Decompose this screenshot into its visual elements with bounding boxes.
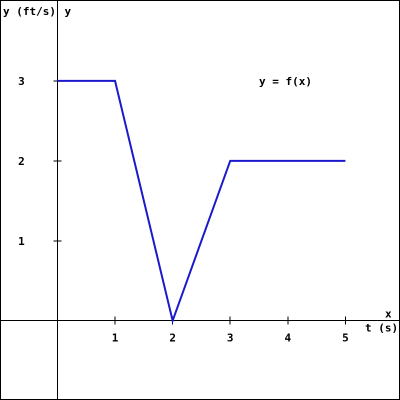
y-axis-variable: y — [64, 5, 71, 18]
x-tick-label: 5 — [342, 332, 349, 345]
y-axis-title: y (ft/s) — [3, 5, 56, 18]
series-line — [57, 79, 346, 325]
x-tick-label: 2 — [169, 332, 176, 345]
y-tick-label: 1 — [18, 235, 25, 248]
x-tick-label: 4 — [285, 332, 292, 345]
y-tick-label: 2 — [18, 155, 25, 168]
x-tick-label: 1 — [112, 332, 119, 345]
function-label: y = f(x) — [259, 75, 312, 88]
ticks-group: 1 2 3 4 5 1 2 3 — [18, 75, 349, 345]
x-axis-variable: x — [385, 308, 392, 321]
series-group — [57, 79, 346, 325]
x-axis-title: t (s) — [365, 322, 398, 335]
x-tick-label: 3 — [227, 332, 234, 345]
y-tick-label: 3 — [18, 75, 25, 88]
